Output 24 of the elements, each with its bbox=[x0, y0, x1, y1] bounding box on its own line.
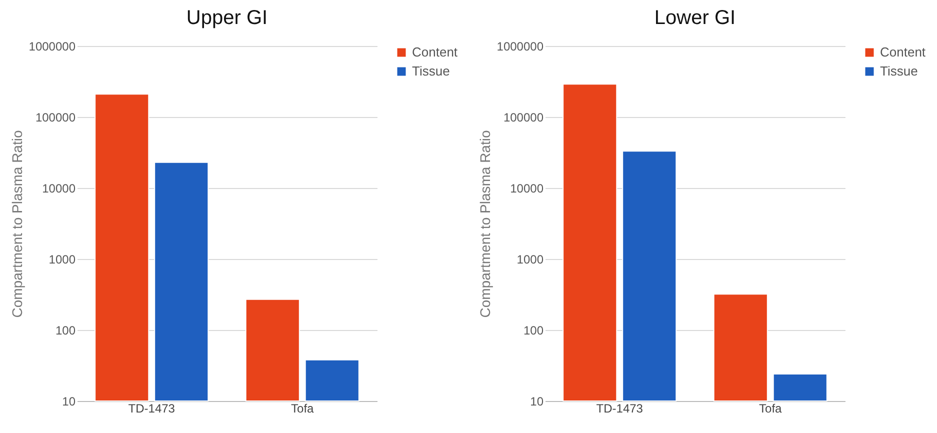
y-tick-label: 1000000 bbox=[496, 40, 544, 54]
x-tick-label: Tofa bbox=[759, 402, 782, 416]
y-tick-label: 100000 bbox=[35, 110, 76, 124]
x-tick-label: TD-1473 bbox=[596, 402, 644, 416]
y-tick-label: 100 bbox=[55, 324, 76, 338]
y-tick-label: 100 bbox=[523, 324, 544, 338]
y-tick-label: 1000 bbox=[516, 252, 544, 266]
x-tick-label: Tofa bbox=[291, 402, 314, 416]
legend-label: Content bbox=[880, 44, 926, 60]
x-tick-label: TD-1473 bbox=[128, 402, 176, 416]
legend-label: Tissue bbox=[412, 64, 450, 78]
y-axis-title: Compartment to Plasma Ratio bbox=[8, 130, 25, 318]
y-tick-label: 10000 bbox=[42, 182, 76, 196]
legend-label: Tissue bbox=[880, 64, 918, 78]
y-tick-label: 10000 bbox=[510, 182, 544, 196]
y-tick-label: 1000000 bbox=[28, 40, 76, 54]
legend-label: Content bbox=[412, 44, 458, 60]
chart-title: Upper GI bbox=[186, 7, 268, 29]
y-tick-label: 100000 bbox=[503, 110, 544, 124]
y-tick-label: 10 bbox=[530, 394, 544, 408]
y-tick-label: 1000 bbox=[48, 252, 76, 266]
chart-title: Lower GI bbox=[654, 7, 736, 29]
y-axis-title: Compartment to Plasma Ratio bbox=[476, 130, 493, 318]
y-tick-label: 10 bbox=[62, 394, 76, 408]
